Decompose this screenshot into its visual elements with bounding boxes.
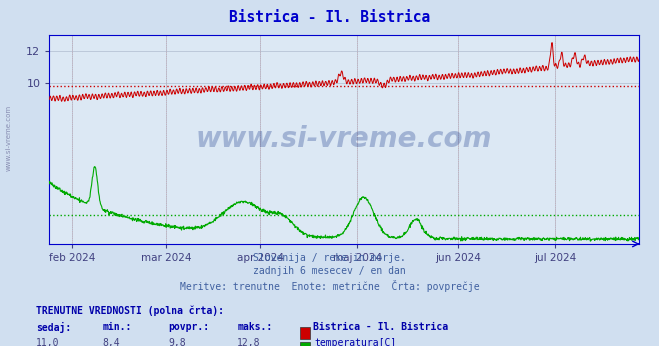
Text: Bistrica - Il. Bistrica: Bistrica - Il. Bistrica [313,322,448,332]
Text: 12,8: 12,8 [237,338,261,346]
Text: Meritve: trenutne  Enote: metrične  Črta: povprečje: Meritve: trenutne Enote: metrične Črta: … [180,280,479,292]
Text: www.si-vreme.com: www.si-vreme.com [196,125,492,153]
Text: zadnjih 6 mesecev / en dan: zadnjih 6 mesecev / en dan [253,266,406,276]
Text: 9,8: 9,8 [168,338,186,346]
Text: maks.:: maks.: [237,322,272,332]
Text: min.:: min.: [102,322,132,332]
Text: Bistrica - Il. Bistrica: Bistrica - Il. Bistrica [229,10,430,25]
Text: 11,0: 11,0 [36,338,60,346]
Text: temperatura[C]: temperatura[C] [314,338,397,346]
Text: sedaj:: sedaj: [36,322,71,333]
Text: www.si-vreme.com: www.si-vreme.com [5,105,11,172]
Text: povpr.:: povpr.: [168,322,209,332]
Text: Slovenija / reke in morje.: Slovenija / reke in morje. [253,253,406,263]
Text: 8,4: 8,4 [102,338,120,346]
Text: TRENUTNE VREDNOSTI (polna črta):: TRENUTNE VREDNOSTI (polna črta): [36,305,224,316]
